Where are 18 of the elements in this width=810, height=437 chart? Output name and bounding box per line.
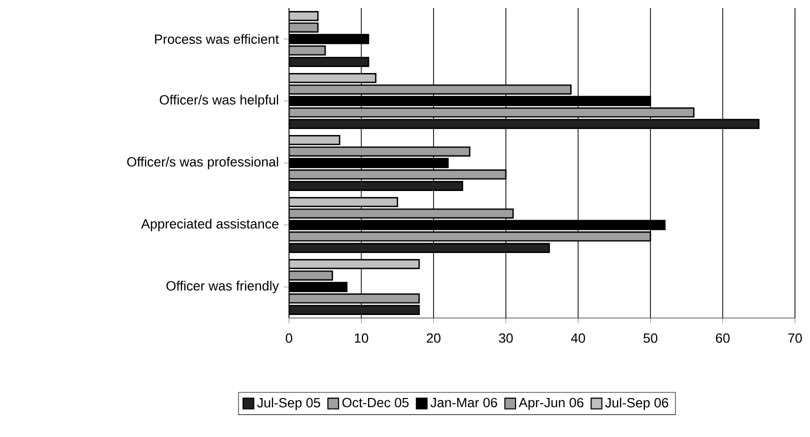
x-tick-label: 20 — [426, 333, 440, 343]
legend-label: Apr-Jun 06 — [518, 398, 584, 410]
x-tick-label: 40 — [571, 333, 586, 343]
legend-label: Jul-Sep 06 — [605, 398, 668, 410]
y-tick-label: Process was efficient — [155, 34, 279, 44]
y-tick-label: Officer/s was helpful — [160, 94, 278, 108]
x-tick-label: 70 — [788, 333, 802, 343]
x-tick-label: 60 — [716, 333, 730, 343]
legend-label: Jan-Mar 06 — [430, 398, 498, 408]
y-tick-label: Appreciated assistance — [141, 218, 278, 232]
x-tick-label: 10 — [354, 333, 368, 343]
x-tick-label: 30 — [498, 333, 513, 343]
legend-label: Jul-Sep 05 — [257, 398, 320, 410]
legend-label: Oct-Dec 05 — [342, 398, 409, 408]
y-tick-label: Officer/s was professional — [127, 156, 278, 170]
x-tick-label: 0 — [286, 333, 292, 343]
y-tick-label: Officer was friendly — [166, 280, 279, 294]
x-tick-label: 50 — [644, 333, 658, 343]
